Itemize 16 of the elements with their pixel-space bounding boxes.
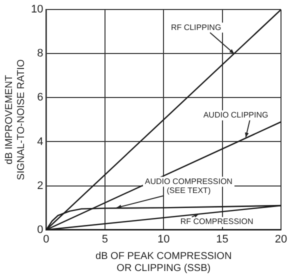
y-tick-label: 10 bbox=[30, 4, 44, 16]
x-axis-title: dB OF PEAK COMPRESSION OR CLIPPING (SSB) bbox=[96, 250, 232, 274]
y-tick-label: 8 bbox=[37, 48, 44, 60]
annotation: RF COMPRESSION bbox=[180, 217, 254, 226]
annotation: RF CLIPPING bbox=[170, 22, 222, 32]
x-tick-label: 5 bbox=[102, 233, 108, 246]
x-tick-label: 10 bbox=[157, 233, 170, 246]
y-tick-label: 2 bbox=[37, 180, 44, 192]
annotation: AUDIO CLIPPING bbox=[203, 110, 268, 120]
y-tick-label: 0 bbox=[37, 224, 44, 236]
annotation: AUDIO COMPRESSION (SEE TEXT) bbox=[144, 176, 233, 195]
y-tick-label: 6 bbox=[37, 92, 44, 104]
x-tick-label: 15 bbox=[216, 233, 228, 246]
x-tick-label: 20 bbox=[274, 233, 288, 246]
y-tick-label: 4 bbox=[37, 136, 44, 148]
y-axis-title: dB IMPROVEMENT SIGNAL-TO-NOISE RATIO bbox=[4, 59, 27, 180]
